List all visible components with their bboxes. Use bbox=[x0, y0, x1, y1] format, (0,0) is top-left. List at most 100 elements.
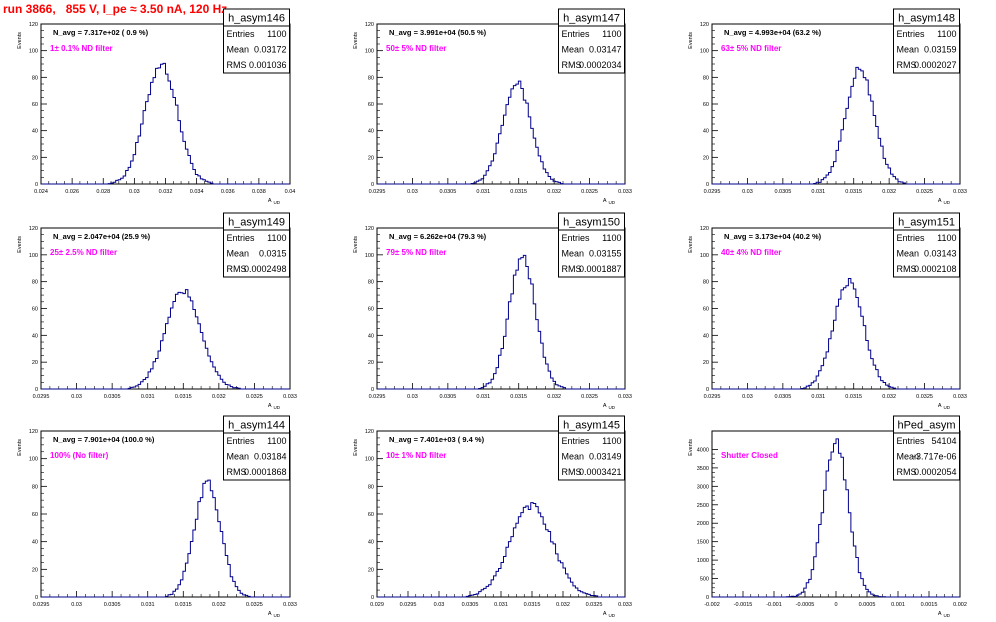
x-tick-label: 0.033 bbox=[618, 602, 632, 608]
histogram-series bbox=[41, 62, 290, 185]
x-tick-label: -0.001 bbox=[766, 602, 782, 608]
histogram-series bbox=[377, 254, 625, 390]
y-tick-label: 40 bbox=[703, 129, 709, 135]
stats-key-rms: RMS bbox=[897, 60, 917, 70]
stats-value-entries: 1100 bbox=[602, 233, 621, 243]
filter-label: 40± 4% ND filter bbox=[721, 248, 781, 257]
histogram-panel-h_asym148: 0 20 40 60 80 100 120 0.0295 0.03 0.0305 0.031 0.03… bbox=[688, 8, 967, 205]
stats-box-frame bbox=[893, 212, 960, 278]
stats-key-entries: Entries bbox=[227, 29, 256, 39]
x-tick-label: 0.03 bbox=[407, 394, 418, 400]
histogram-name: h_asym148 bbox=[898, 13, 955, 25]
stats-key-mean: Mean bbox=[562, 452, 585, 462]
x-tick-label: 0.033 bbox=[953, 189, 967, 195]
x-tick-label: 0.03 bbox=[434, 602, 445, 608]
stats-box-frame bbox=[893, 415, 960, 481]
y-tick-label: 1500 bbox=[697, 540, 709, 546]
stats-value-mean: -3.717e-06 bbox=[913, 452, 957, 462]
y-tick-label: 40 bbox=[368, 129, 374, 135]
x-tick-label: 0.03 bbox=[407, 189, 418, 195]
x-tick-label: 0.0295 bbox=[400, 602, 417, 608]
x-tick-label: 0.032 bbox=[882, 189, 896, 195]
filter-label: 25± 2.5% ND filter bbox=[50, 248, 117, 257]
stats-value-rms: 0.0002498 bbox=[244, 264, 287, 274]
y-axis-title: Events bbox=[688, 236, 694, 253]
x-axis-title: A UD bbox=[268, 403, 281, 410]
y-tick-label: 60 bbox=[703, 102, 709, 108]
y-axis-title: Events bbox=[353, 439, 359, 456]
navg-annotation: N_avg = 6.262e+04 (79.3 %) bbox=[389, 232, 487, 241]
stats-key-entries: Entries bbox=[227, 436, 256, 446]
histogram-panel-hPed_asym: 0 500 1000 1500 2000 2500 3000 3500 4000 -0.002 -0… bbox=[688, 415, 967, 618]
y-tick-label: 80 bbox=[32, 280, 38, 286]
stats-value-mean: 0.0315 bbox=[259, 249, 287, 259]
x-tick-label: 0.0325 bbox=[246, 394, 263, 400]
y-tick-label: 60 bbox=[368, 512, 374, 518]
filter-label: 63± 5% ND filter bbox=[721, 44, 781, 53]
stats-box: h_asym150 Entries 1100 Mean 0.03155 RMS0.0001… bbox=[558, 212, 625, 278]
x-tick-label: 0.031 bbox=[141, 394, 155, 400]
x-tick-label: 0.0295 bbox=[33, 602, 50, 608]
y-tick-label: 20 bbox=[368, 360, 374, 366]
filter-label: Shutter Closed bbox=[721, 451, 778, 460]
y-tick-label: 80 bbox=[368, 280, 374, 286]
stats-value-mean: 0.03159 bbox=[924, 45, 957, 55]
filter-label: 10± 1% ND filter bbox=[386, 451, 446, 460]
stats-box: h_asym146 Entries 1100 Mean 0.03172 RMS 0.0010… bbox=[223, 8, 290, 74]
y-tick-label: 0 bbox=[706, 182, 709, 188]
x-tick-label: 0.032 bbox=[547, 394, 561, 400]
x-tick-label: 0.033 bbox=[953, 394, 967, 400]
x-tick-label: 0.0315 bbox=[524, 602, 541, 608]
x-tick-label: 0.032 bbox=[556, 602, 570, 608]
x-tick-label: 0.033 bbox=[283, 602, 297, 608]
y-tick-label: 40 bbox=[703, 333, 709, 339]
histogram-panel-h_asym144: 0 20 40 60 80 100 120 0.0295 0.03 0.0305 0.031 0.03… bbox=[17, 415, 297, 618]
x-tick-label: 0.03 bbox=[742, 394, 753, 400]
y-axis-title: Events bbox=[17, 439, 23, 456]
x-tick-label: 0.031 bbox=[811, 189, 825, 195]
stats-value-mean: 0.03155 bbox=[589, 249, 622, 259]
y-tick-label: 2500 bbox=[697, 503, 709, 509]
stats-value-entries: 1100 bbox=[937, 29, 956, 39]
x-tick-label: 0.0305 bbox=[774, 394, 791, 400]
x-axis-title: A UD bbox=[938, 611, 951, 618]
stats-value-mean: 0.03149 bbox=[589, 452, 622, 462]
x-tick-label: 0.0305 bbox=[104, 602, 121, 608]
y-tick-label: 60 bbox=[368, 307, 374, 313]
stats-box: hPed_asym Entries 54104 Mean-3.717e-06 RMS0.… bbox=[893, 415, 960, 481]
stats-value-mean: 0.03172 bbox=[254, 45, 287, 55]
x-tick-label: 0.001 bbox=[891, 602, 905, 608]
y-axis-title: Events bbox=[353, 32, 359, 49]
histogram-series bbox=[41, 479, 290, 598]
x-tick-label: 0.0295 bbox=[369, 189, 386, 195]
x-tick-label: 0.0325 bbox=[246, 602, 263, 608]
y-tick-label: 100 bbox=[365, 49, 374, 55]
x-tick-label: 0.0295 bbox=[704, 394, 721, 400]
x-tick-label: 0.031 bbox=[141, 602, 155, 608]
y-axis-title: Events bbox=[688, 439, 694, 456]
y-tick-label: 20 bbox=[32, 155, 38, 161]
stats-value-rms: 0.0002027 bbox=[914, 60, 957, 70]
x-tick-label: 0.03 bbox=[129, 189, 140, 195]
stats-value-rms: 0.0003421 bbox=[579, 467, 622, 477]
y-tick-label: 20 bbox=[32, 360, 38, 366]
x-tick-label: 0.032 bbox=[547, 189, 561, 195]
y-tick-label: 500 bbox=[700, 577, 709, 583]
stats-key-entries: Entries bbox=[897, 29, 926, 39]
y-tick-label: 100 bbox=[29, 457, 38, 463]
stats-value-mean: 0.03147 bbox=[589, 45, 622, 55]
x-tick-label: 0.034 bbox=[190, 189, 204, 195]
stats-box-frame bbox=[558, 8, 625, 74]
y-tick-label: 3000 bbox=[697, 484, 709, 490]
navg-annotation: N_avg = 2.047e+04 (25.9 %) bbox=[53, 232, 151, 241]
stats-key-rms: RMS bbox=[227, 467, 247, 477]
histogram-series bbox=[377, 502, 625, 598]
y-tick-label: 80 bbox=[32, 484, 38, 490]
stats-key-mean: Mean bbox=[227, 45, 250, 55]
y-tick-label: 40 bbox=[368, 333, 374, 339]
stats-value-rms: 0.0001887 bbox=[579, 264, 622, 274]
x-axis-title: A UD bbox=[603, 611, 616, 618]
x-tick-label: -0.0015 bbox=[734, 602, 753, 608]
stats-key-entries: Entries bbox=[562, 436, 591, 446]
x-tick-label: 0.0325 bbox=[916, 189, 933, 195]
